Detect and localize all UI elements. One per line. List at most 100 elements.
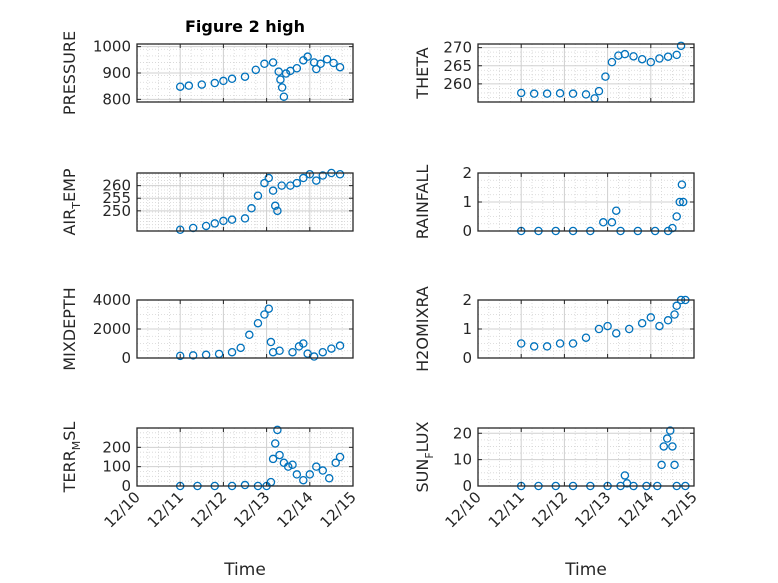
data-point (219, 76, 228, 86)
data-point (240, 72, 250, 81)
data-point (529, 342, 539, 351)
plot-area (478, 428, 694, 486)
y-tick-label: 4000 (93, 291, 131, 309)
x-axis-label: Time (564, 560, 607, 580)
y-axis-label: H2OMIXRA (413, 286, 432, 372)
data-point (264, 304, 274, 313)
data-point (312, 64, 321, 74)
x-tick-label: 12/12 (187, 488, 230, 531)
data-point (288, 347, 297, 357)
y-axis-label: AIRTEMP (60, 168, 83, 235)
data-point (240, 214, 250, 223)
data-point (175, 351, 185, 361)
data-point (292, 178, 302, 188)
y-tick-label: 0 (462, 222, 472, 240)
data-point (227, 347, 237, 357)
data-point (646, 57, 656, 67)
data-point (240, 480, 250, 490)
y-tick-label: 0 (462, 477, 472, 495)
y-tick-label: 900 (102, 64, 131, 82)
data-point (662, 434, 672, 443)
data-point (581, 90, 591, 99)
data-point (637, 318, 647, 328)
y-axis-label: MIXDEPTH (60, 287, 79, 370)
data-point (219, 216, 228, 226)
data-point (273, 206, 282, 216)
data-point (324, 474, 334, 483)
y-tick-label: 200 (102, 438, 131, 456)
y-tick-label: 2 (462, 291, 472, 309)
data-point (581, 333, 591, 342)
data-point (335, 62, 345, 72)
data-point (659, 442, 669, 451)
data-point (663, 52, 673, 61)
y-tick-label: 0 (121, 477, 131, 495)
data-point (646, 313, 656, 322)
data-point (601, 72, 610, 81)
data-point (299, 339, 308, 348)
data-point (555, 339, 565, 348)
y-axis-label: PRESSURE (60, 31, 79, 115)
data-point (277, 83, 287, 92)
data-point (318, 347, 328, 357)
data-point (227, 215, 237, 224)
data-point (303, 52, 312, 61)
data-point (672, 212, 681, 221)
y-tick-label: 2000 (93, 320, 131, 338)
data-point (599, 218, 608, 227)
data-point (175, 82, 185, 91)
y-axis-label: THETA (413, 47, 432, 99)
data-point (188, 351, 198, 360)
data-point (655, 321, 664, 331)
data-point (266, 337, 276, 347)
data-point (245, 330, 254, 340)
y-tick-label: 0 (121, 349, 131, 367)
y-tick-label: 260 (443, 75, 472, 93)
axes-box (477, 427, 695, 487)
data-point (677, 180, 687, 189)
x-tick-label: 12/13 (571, 488, 614, 531)
y-axis-label: TERRMSL (60, 422, 83, 494)
data-point (331, 458, 340, 468)
subplot-h2omixra: 0 1 2 H2OMIXRA (413, 286, 695, 372)
data-point (670, 460, 679, 470)
data-point (676, 41, 686, 51)
x-tick-label: 12/15 (317, 488, 360, 531)
y-tick-label: 1 (462, 193, 472, 211)
data-point (672, 301, 681, 311)
y-tick-label: 255 (102, 189, 131, 207)
data-point (335, 341, 345, 350)
data-point (201, 221, 211, 231)
data-point (665, 426, 675, 435)
data-point (327, 344, 336, 353)
y-tick-label: 20 (453, 424, 472, 442)
x-tick-label: 12/15 (658, 488, 701, 531)
y-tick-label: 0 (462, 349, 472, 367)
data-point (611, 206, 621, 215)
data-point (607, 218, 617, 227)
data-point (292, 470, 302, 479)
data-point (655, 54, 664, 63)
y-tick-label: 100 (102, 458, 131, 476)
data-point (603, 321, 612, 331)
data-point (672, 50, 681, 60)
figure-title: Figure 2 high (185, 17, 305, 36)
data-point (594, 324, 604, 334)
data-point (288, 460, 297, 469)
y-tick-label: 270 (443, 39, 472, 57)
x-tick-label: 12/11 (144, 488, 187, 531)
y-axis-label: SUNFLUX (413, 421, 436, 492)
data-point (620, 49, 630, 59)
data-point (299, 475, 308, 485)
data-point (175, 225, 185, 234)
data-point (555, 89, 565, 98)
data-point (329, 58, 338, 68)
y-tick-label: 800 (102, 90, 131, 108)
y-tick-label: 10 (453, 451, 472, 469)
data-point (268, 186, 278, 195)
axes-box (136, 172, 354, 232)
x-axis-label: Time (223, 560, 266, 580)
